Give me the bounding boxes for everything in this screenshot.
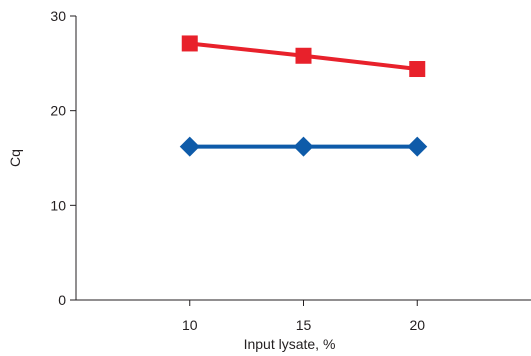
series-2: [179, 136, 428, 157]
y-tick-label: 30: [50, 8, 66, 24]
x-ticks: 10 15 20: [182, 300, 425, 333]
series-1: [181, 35, 426, 78]
x-tick-label: 15: [296, 317, 312, 333]
y-ticks: 0 10 20 30: [50, 8, 76, 308]
y-axis-title: Cq: [7, 149, 23, 167]
x-tick-label: 10: [182, 317, 198, 333]
data-point-square: [409, 61, 426, 78]
x-axis-title: Input lysate, %: [244, 336, 336, 352]
y-tick-label: 20: [50, 103, 66, 119]
data-point-diamond: [407, 136, 428, 157]
data-point-diamond: [179, 136, 200, 157]
data-point-square: [181, 35, 198, 52]
y-tick-label: 10: [50, 197, 66, 213]
data-point-diamond: [293, 136, 314, 157]
x-tick-label: 20: [409, 317, 425, 333]
series-layer: [179, 35, 428, 157]
data-point-square: [295, 47, 312, 64]
y-tick-label: 0: [58, 292, 66, 308]
